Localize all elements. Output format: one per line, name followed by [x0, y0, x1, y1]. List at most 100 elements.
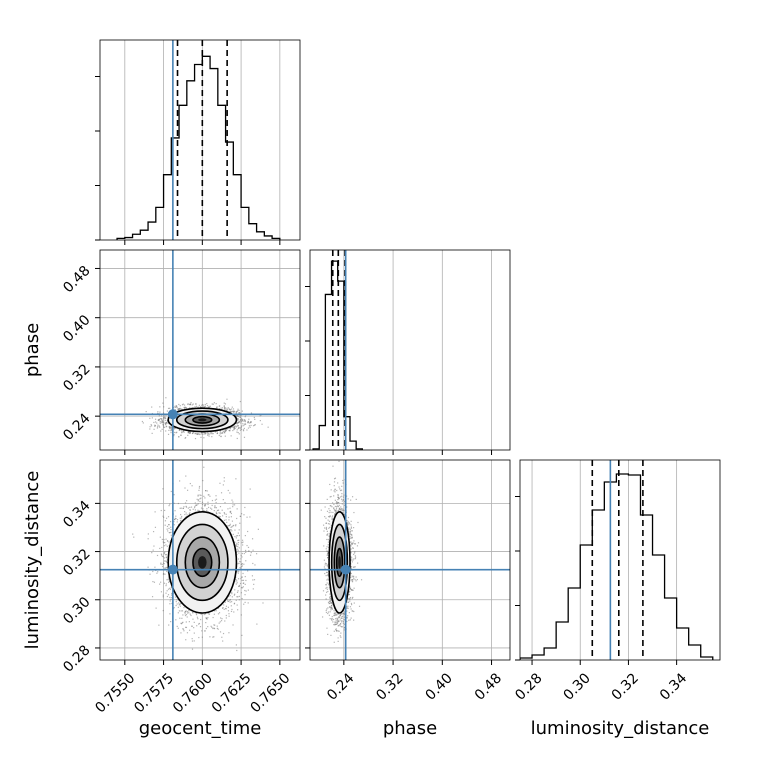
- scatter-point: [242, 544, 244, 546]
- hist-panel-luminosity_distance: [515, 459, 721, 665]
- scatter-point: [347, 523, 349, 525]
- scatter-point: [328, 520, 331, 522]
- scatter-point: [349, 585, 351, 587]
- scatter-point: [351, 534, 353, 536]
- scatter-point: [207, 406, 210, 408]
- x-tick-label: 0.7625: [209, 670, 255, 716]
- scatter-point: [231, 530, 233, 532]
- scatter-point: [166, 566, 169, 569]
- scatter-point: [329, 515, 331, 517]
- contour-line: [167, 407, 238, 433]
- scatter-point: [150, 424, 152, 426]
- scatter-point: [171, 596, 173, 599]
- scatter-point: [190, 506, 193, 508]
- panel-frame: [99, 249, 301, 451]
- scatter-point: [353, 610, 355, 613]
- scatter-point: [189, 629, 191, 631]
- scatter-point: [326, 554, 328, 556]
- scatter-point: [165, 560, 167, 563]
- scatter-point: [201, 406, 203, 408]
- scatter-point: [162, 488, 164, 490]
- scatter-point: [183, 406, 185, 409]
- scatter-point: [348, 522, 350, 524]
- scatter-point: [334, 512, 337, 514]
- scatter-point: [202, 431, 205, 434]
- scatter-point: [186, 489, 189, 491]
- scatter-point: [225, 614, 227, 617]
- scatter-point: [339, 635, 341, 637]
- scatter-point: [337, 613, 339, 615]
- scatter-point: [351, 566, 353, 568]
- scatter-point: [324, 564, 326, 566]
- scatter-point: [167, 579, 169, 581]
- scatter-point: [170, 531, 172, 533]
- scatter-point: [214, 624, 216, 626]
- scatter-point: [247, 602, 249, 604]
- scatter-point: [228, 519, 230, 521]
- scatter-point: [181, 404, 184, 406]
- scatter-point: [336, 623, 339, 625]
- scatter-point: [328, 527, 330, 529]
- scatter-point: [237, 590, 239, 592]
- scatter-point: [240, 554, 242, 557]
- scatter-point: [233, 602, 236, 604]
- scatter-point: [209, 432, 212, 434]
- scatter-point: [168, 531, 170, 534]
- scatter-point: [181, 408, 183, 410]
- scatter-point: [163, 516, 165, 518]
- scatter-point: [224, 429, 226, 431]
- scatter-point: [192, 432, 194, 434]
- scatter-point: [200, 618, 202, 621]
- scatter-point: [180, 603, 182, 605]
- scatter-point: [343, 500, 346, 503]
- scatter-point: [218, 512, 220, 514]
- scatter-point: [216, 509, 219, 512]
- scatter-point: [185, 475, 187, 477]
- scatter-point: [337, 619, 339, 621]
- scatter-point: [165, 426, 168, 428]
- y-tick-label: 0.28: [60, 642, 93, 675]
- scatter-point: [354, 566, 356, 568]
- scatter-point: [225, 617, 227, 619]
- scatter-point: [220, 435, 222, 437]
- scatter-point: [336, 630, 338, 632]
- x-tick-label: 0.28: [512, 670, 545, 703]
- scatter-point: [162, 402, 164, 404]
- scatter-point: [218, 516, 220, 518]
- scatter-point: [170, 426, 172, 429]
- scatter-point: [326, 579, 328, 581]
- scatter-point: [241, 410, 243, 412]
- scatter-point: [232, 525, 234, 527]
- scatter-point: [249, 516, 251, 518]
- scatter-point: [213, 627, 215, 629]
- scatter-point: [235, 537, 237, 539]
- scatter-point: [238, 539, 240, 541]
- scatter-point: [334, 499, 336, 501]
- scatter-point: [231, 591, 233, 593]
- scatter-point: [186, 514, 188, 516]
- scatter-point: [156, 572, 158, 574]
- scatter-point: [334, 505, 336, 508]
- scatter-point: [183, 606, 185, 609]
- scatter-point: [149, 428, 151, 430]
- scatter-point: [154, 425, 156, 428]
- scatter-point: [236, 582, 238, 584]
- scatter-point: [221, 618, 223, 620]
- scatter-point: [206, 490, 208, 492]
- scatter-point: [331, 604, 333, 607]
- scatter-point: [159, 420, 161, 423]
- scatter-point: [227, 489, 229, 492]
- scatter-point: [247, 530, 249, 533]
- scatter-point: [218, 405, 220, 407]
- scatter-point: [351, 543, 353, 545]
- scatter-point: [221, 636, 223, 638]
- scatter-point: [247, 422, 249, 424]
- scatter-point: [176, 625, 178, 627]
- scatter-point: [337, 510, 339, 512]
- scatter-point: [156, 554, 159, 557]
- scatter-point: [240, 425, 243, 427]
- scatter-point: [168, 580, 171, 583]
- scatter-point: [254, 424, 256, 426]
- scatter-point: [178, 407, 181, 410]
- scatter-point: [162, 594, 164, 596]
